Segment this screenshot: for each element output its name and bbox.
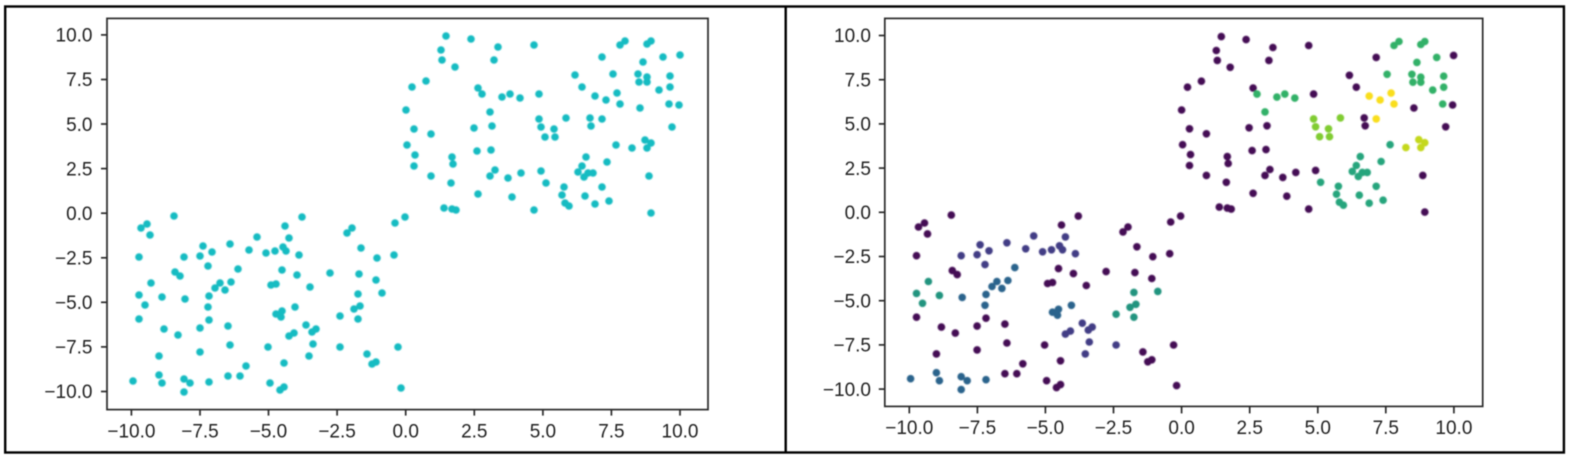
svg-text:5.0: 5.0 [845,115,871,136]
svg-text:0.0: 0.0 [845,203,871,224]
svg-text:−10.0: −10.0 [823,380,871,401]
svg-text:7.5: 7.5 [845,70,871,91]
svg-text:−2.5: −2.5 [318,422,356,443]
svg-text:−10.0: −10.0 [44,382,92,403]
svg-text:−7.5: −7.5 [833,336,871,357]
svg-text:−5.0: −5.0 [833,291,871,312]
svg-text:0.0: 0.0 [1168,418,1194,439]
svg-text:−2.5: −2.5 [833,247,871,268]
svg-text:0.0: 0.0 [66,204,92,225]
svg-text:5.0: 5.0 [1305,418,1331,439]
svg-text:−5.0: −5.0 [1027,418,1065,439]
svg-text:−7.5: −7.5 [959,418,997,439]
svg-text:−10.0: −10.0 [885,418,933,439]
svg-text:5.0: 5.0 [530,422,556,443]
svg-text:0.0: 0.0 [392,422,418,443]
svg-text:10.0: 10.0 [56,26,93,47]
svg-text:10.0: 10.0 [834,26,871,47]
svg-text:2.5: 2.5 [1236,418,1262,439]
svg-text:10.0: 10.0 [662,422,699,443]
svg-text:−5.0: −5.0 [55,293,93,314]
svg-text:−7.5: −7.5 [181,422,219,443]
svg-text:7.5: 7.5 [66,70,92,91]
svg-text:−10.0: −10.0 [107,422,155,443]
svg-text:2.5: 2.5 [66,159,92,180]
svg-text:−2.5: −2.5 [55,249,93,270]
svg-text:−2.5: −2.5 [1095,418,1133,439]
svg-text:5.0: 5.0 [66,115,92,136]
svg-text:7.5: 7.5 [598,422,624,443]
svg-text:−7.5: −7.5 [55,338,93,359]
svg-text:2.5: 2.5 [845,159,871,180]
svg-text:−5.0: −5.0 [250,422,288,443]
svg-text:7.5: 7.5 [1373,418,1399,439]
svg-text:2.5: 2.5 [461,422,487,443]
svg-text:10.0: 10.0 [1435,418,1472,439]
